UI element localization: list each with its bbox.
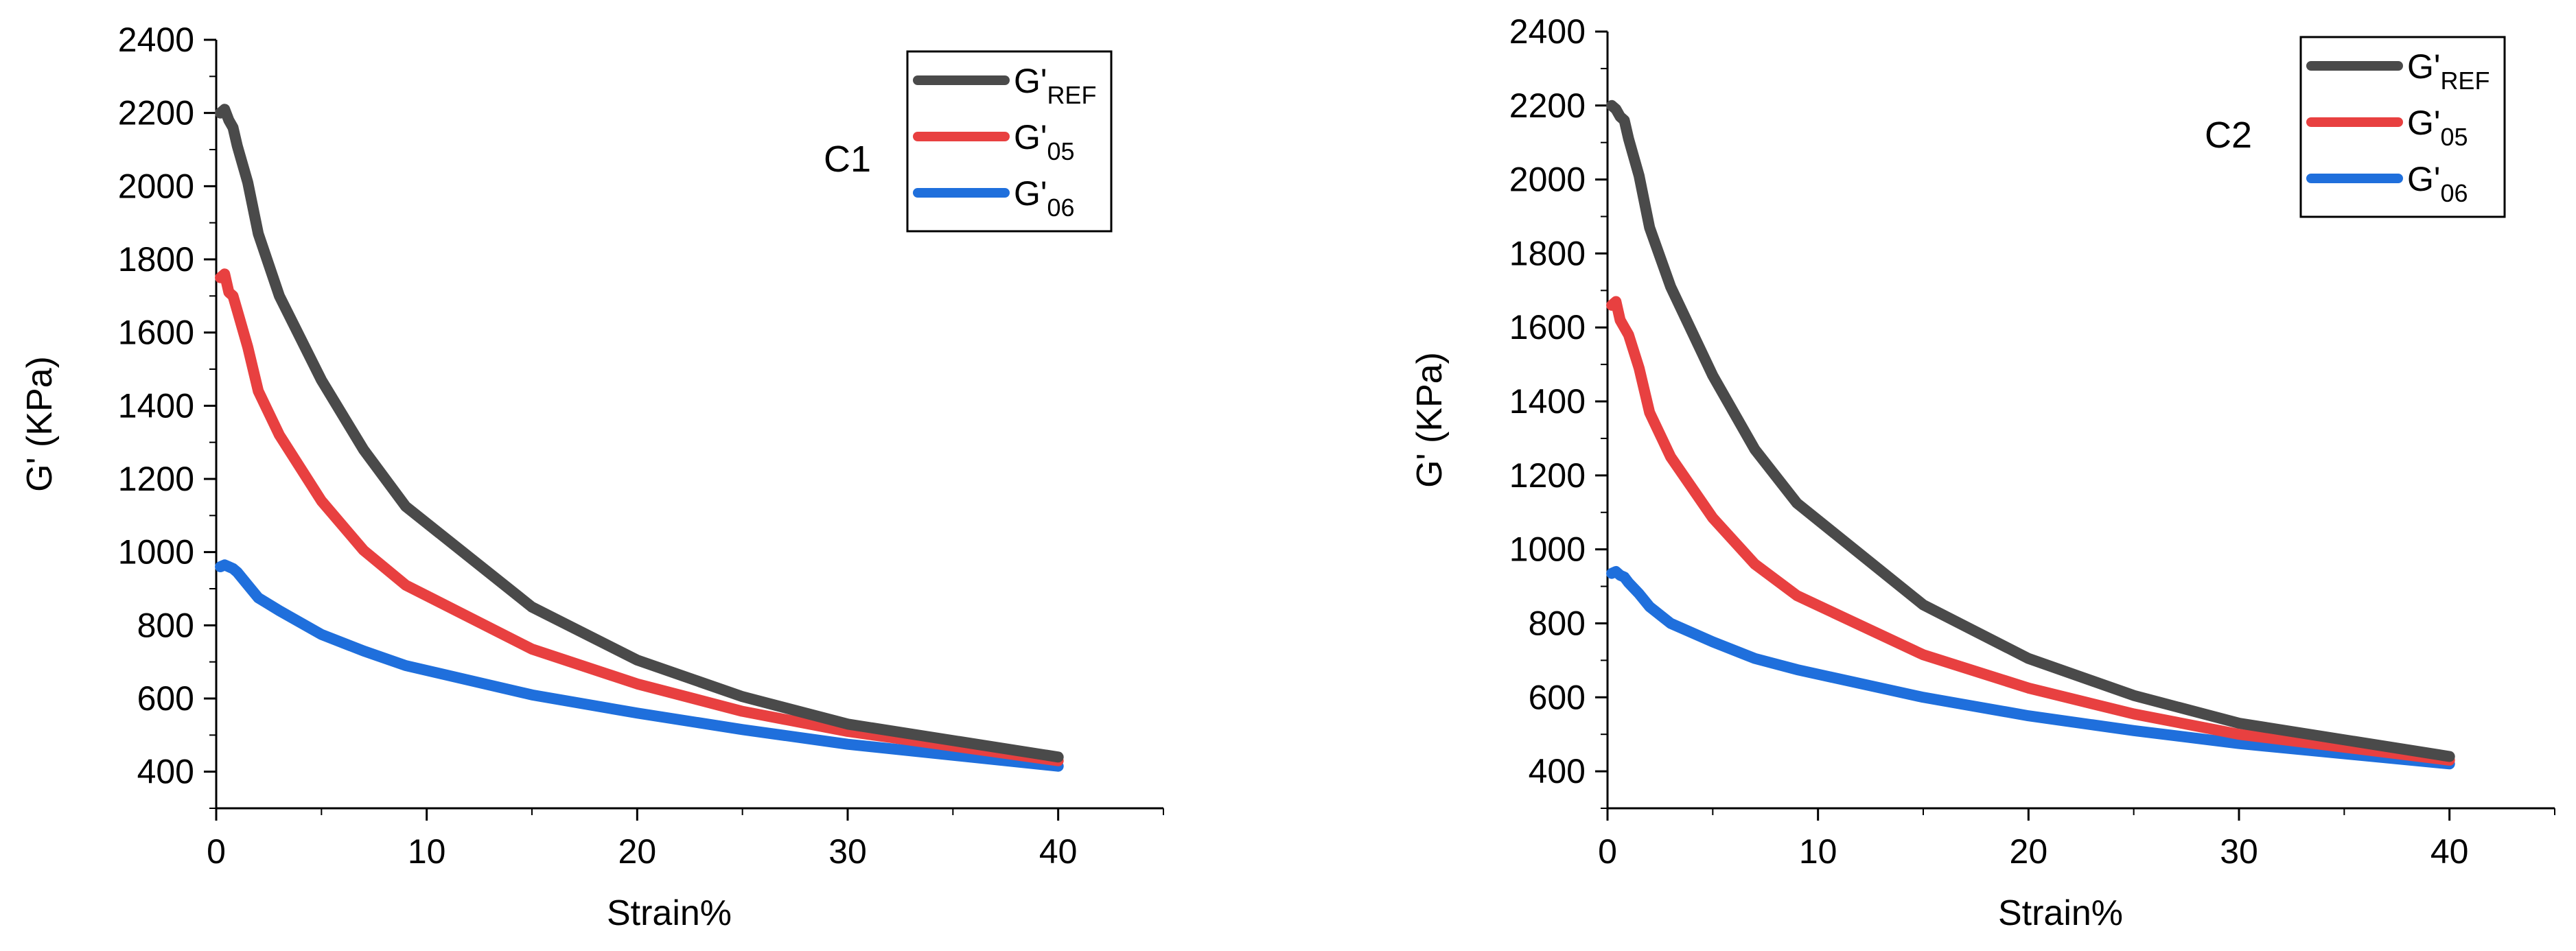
x-axis-title: Strain% [607,893,732,933]
y-tick-label: 2200 [1509,86,1586,125]
legend-label: G'REF [2407,47,2490,95]
y-tick-label: 1200 [1509,456,1586,495]
y-tick-label: 400 [137,753,194,791]
y-tick-label: 1400 [1509,382,1586,421]
legend: G'REF G'05 G'06 [2299,36,2506,218]
legend-label: G'05 [2407,104,2468,151]
legend-label: G'06 [1014,174,1074,222]
x-tick-label: 20 [2010,832,2048,871]
x-tick-label: 10 [1799,832,1837,871]
y-tick-label: 800 [137,606,194,644]
y-tick-label: 1000 [118,533,194,572]
x-tick-label: 0 [207,832,226,871]
series-line-06 [215,559,1064,772]
chart-2: 4006008001000120014001600180020002200240… [1410,12,2555,933]
y-tick-label: 1000 [1509,530,1586,569]
x-tick-label: 20 [618,832,657,871]
x-tick-label: 0 [1598,832,1617,871]
x-tick-label: 30 [2220,832,2258,871]
y-tick-label: 600 [1529,678,1586,716]
y-axis-title: G' (KPa) [1410,352,1450,488]
y-axis-title: G' (KPa) [20,356,60,492]
y-tick-label: 2400 [118,21,194,59]
y-tick-label: 1800 [1509,234,1586,272]
legend: G'REF G'05 G'06 [906,50,1113,233]
panel-label: C1 [824,139,871,180]
y-tick-label: 2000 [1509,161,1586,199]
y-tick-label: 800 [1529,604,1586,642]
x-tick-label: 10 [408,832,446,871]
legend-label: G'06 [2407,160,2468,207]
series-line-ref [215,104,1064,763]
y-tick-label: 1600 [118,314,194,352]
x-axis-title: Strain% [1998,893,2123,933]
series-line-05 [1606,296,2455,766]
y-tick-label: 1800 [118,240,194,279]
series-line-05 [215,268,1064,766]
x-tick-label: 40 [1039,832,1078,871]
y-tick-label: 2400 [1509,12,1586,51]
chart-1: 4006008001000120014001600180020002200240… [20,21,1164,933]
y-tick-label: 1200 [118,460,194,498]
y-tick-label: 1400 [118,386,194,425]
y-tick-label: 400 [1529,752,1586,790]
legend-label: G'REF [1014,62,1096,109]
series-line-ref [1606,99,2455,762]
y-tick-label: 2200 [118,94,194,132]
y-tick-label: 600 [137,679,194,718]
x-tick-label: 40 [2430,832,2469,871]
y-tick-label: 2000 [118,167,194,205]
panel-label: C2 [2205,115,2252,156]
series-line-06 [1606,566,2455,770]
legend-label: G'05 [1014,118,1074,165]
x-tick-label: 30 [828,832,867,871]
y-tick-label: 1600 [1509,308,1586,347]
